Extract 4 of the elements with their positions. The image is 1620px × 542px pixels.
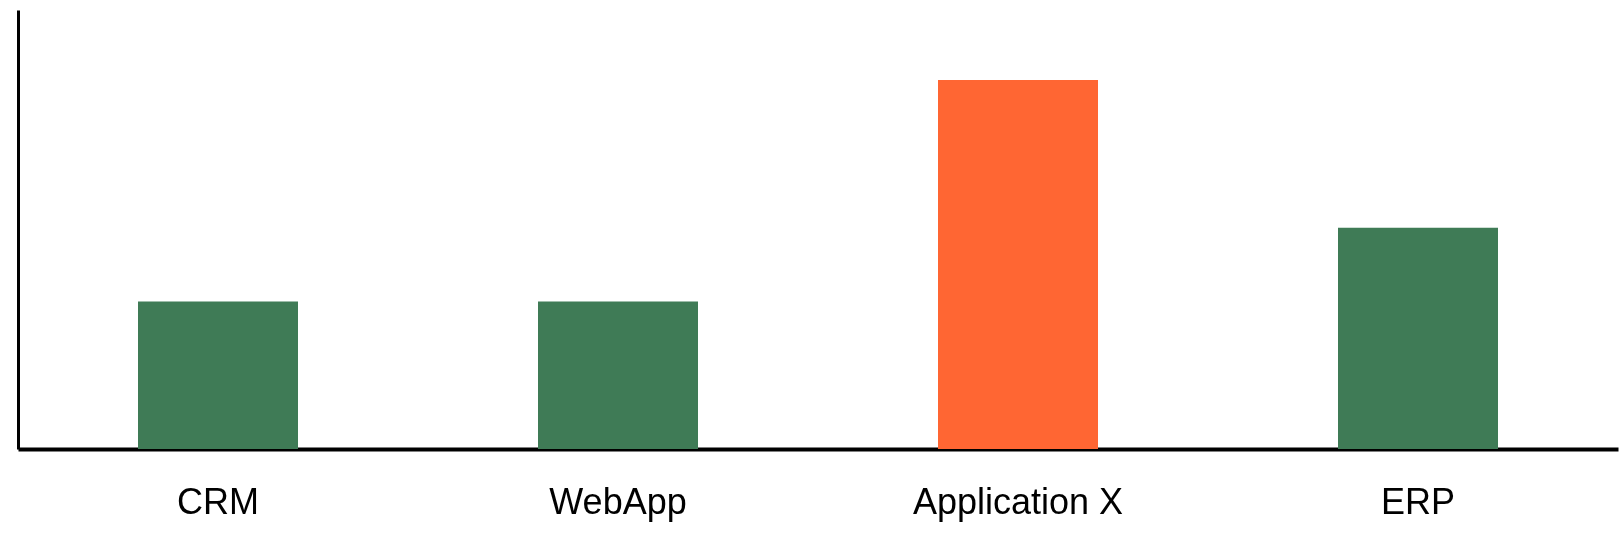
x-tick-label: WebApp bbox=[549, 480, 687, 522]
x-tick-label: CRM bbox=[177, 480, 259, 522]
x-tick-label: Application X bbox=[912, 480, 1124, 522]
x-tick-label: ERP bbox=[1380, 480, 1456, 522]
